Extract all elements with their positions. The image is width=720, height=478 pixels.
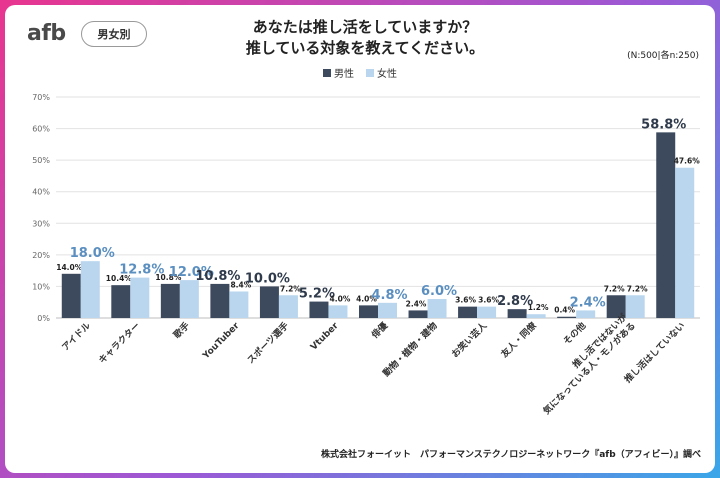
data-label: 5.2% [299, 287, 335, 302]
y-tick-label: 10% [32, 282, 50, 291]
data-label: 2.4% [570, 295, 606, 310]
data-label: 4.0% [330, 294, 351, 303]
bar-male [61, 273, 81, 318]
bar-male [557, 316, 577, 318]
x-tick-label: アイドル [60, 320, 93, 353]
x-tick-label: YouTuber [201, 321, 242, 362]
data-label: 58.8% [641, 117, 686, 132]
afb-logo: afb [27, 21, 66, 46]
bar-female [278, 295, 298, 318]
data-label: 2.4% [406, 299, 427, 308]
x-tick-label: 友人・同僚 [498, 319, 539, 360]
title-line-1: あなたは推し活をしていますか？ [252, 18, 478, 36]
data-label: 47.6% [674, 157, 701, 166]
bar-female [576, 310, 596, 318]
x-tick-label: スポーツ選手 [244, 320, 291, 367]
y-tick-label: 70% [32, 93, 50, 102]
bar-female [328, 305, 348, 318]
data-label: 10.8% [155, 273, 182, 282]
data-label: 7.2% [627, 284, 648, 293]
x-tick-label-line: お笑い芸人 [449, 319, 490, 360]
x-tick-label: キャラクター [96, 320, 142, 366]
bar-female [130, 277, 150, 318]
x-tick-label: Vtuber [309, 321, 341, 353]
data-label: 10.4% [106, 274, 133, 283]
bar-male [507, 309, 527, 318]
source-credit: 株式会社フォーイット パフォーマンステクノロジーネットワーク『afb（アフィビー… [320, 450, 701, 460]
data-label: 4.0% [356, 294, 377, 303]
bar-female [378, 302, 397, 318]
title-line-2: 推している対象を教えてください。 [245, 39, 485, 57]
data-label: 18.0% [70, 246, 115, 261]
y-tick-label: 60% [32, 125, 50, 134]
legend-swatch-male [323, 68, 331, 77]
legend-label-female: 女性 [377, 69, 397, 80]
y-tick-label: 50% [32, 156, 50, 165]
y-tick-label: 20% [32, 251, 50, 260]
bar-female [229, 291, 249, 318]
data-label: 12.0% [169, 265, 214, 280]
chart-title: あなたは推し活をしていますか？ 推している対象を教えてください。 [185, 17, 545, 59]
data-label: 4.8% [371, 288, 407, 303]
data-label: 0.4% [554, 306, 575, 315]
legend-swatch-female [366, 68, 374, 77]
x-tick-label-line: その他 [561, 320, 589, 348]
bar-male [210, 283, 230, 318]
data-label: 12.8% [119, 263, 164, 278]
bar-female [477, 306, 497, 318]
x-tick-label-line: 歌手 [171, 320, 192, 341]
x-tick-label: 歌手 [171, 320, 192, 341]
y-tick-label: 40% [32, 188, 50, 197]
data-label: 1.2% [528, 303, 549, 312]
x-tick-label-line: アイドル [60, 320, 93, 353]
bar-male [458, 306, 478, 318]
bar-male [408, 310, 428, 318]
sample-size-note: (N:500|各n:250) [627, 51, 699, 61]
legend-item-male: 男性 [323, 65, 354, 80]
gender-breakdown-tag: 男女別 [81, 21, 147, 47]
data-label: 6.0% [421, 284, 457, 299]
data-label: 8.4% [230, 280, 251, 289]
bar-male [160, 283, 180, 318]
legend-item-female: 女性 [366, 65, 397, 80]
x-tick-label-line: キャラクター [96, 320, 142, 366]
x-tick-label-line: スポーツ選手 [244, 320, 291, 367]
data-label: 10.8% [195, 269, 240, 284]
x-tick-label-line: Vtuber [309, 321, 341, 353]
bar-female [625, 295, 645, 318]
x-tick-label-line: 気になっている人・モノがある [541, 320, 638, 417]
data-label: 10.0% [245, 271, 290, 286]
x-tick-label: その他 [561, 320, 589, 348]
x-tick-label-line: 俳優 [369, 319, 391, 341]
data-label: 14.0% [56, 263, 83, 272]
bar-male [259, 286, 279, 318]
data-label: 7.2% [604, 284, 625, 293]
data-label: 2.8% [497, 294, 533, 309]
x-tick-label: お笑い芸人 [449, 319, 490, 360]
bar-female [427, 299, 447, 318]
data-label: 3.6% [478, 296, 499, 305]
data-label: 7.2% [280, 284, 301, 293]
data-label: 3.6% [455, 296, 476, 305]
bar-male [309, 301, 329, 318]
x-tick-label-line: 友人・同僚 [498, 319, 539, 360]
bar-female [179, 280, 199, 318]
y-tick-label: 30% [32, 219, 50, 228]
bar-male [111, 285, 131, 318]
legend: 男性 女性 [5, 65, 715, 80]
legend-label-male: 男性 [334, 69, 354, 80]
bar-male [606, 295, 626, 318]
bar-female [675, 167, 695, 318]
bar-female [80, 261, 100, 318]
x-tick-label-line: YouTuber [201, 321, 242, 362]
bar-male [359, 305, 378, 318]
y-tick-label: 0% [37, 314, 50, 323]
bar-male [656, 132, 676, 318]
bar-female [526, 314, 546, 318]
x-tick-label: 俳優 [369, 319, 391, 341]
chart-card: afb 男女別 あなたは推し活をしていますか？ 推している対象を教えてください。… [5, 5, 715, 473]
